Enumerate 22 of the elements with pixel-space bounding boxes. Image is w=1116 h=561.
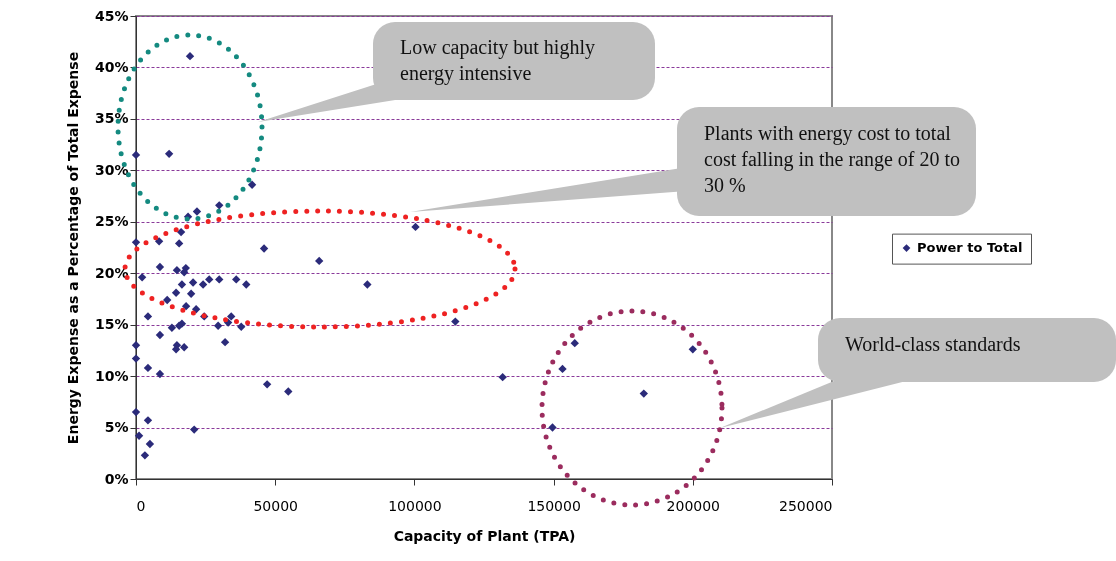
y-tick-label: 10% <box>94 367 129 384</box>
y-tick-label: 5% <box>104 419 129 436</box>
y-tick-label: 20% <box>94 264 129 281</box>
x-axis-title: Capacity of Plant (TPA) <box>393 527 576 544</box>
y-tick-label: 0% <box>104 470 129 487</box>
annotation: Low capacity but highly energy intensive <box>400 35 596 86</box>
y-tick-label: 35% <box>94 110 129 127</box>
x-tick-label: 250000 <box>779 497 833 514</box>
legend-label: Power to Total <box>917 240 1023 256</box>
x-tick-label: 150000 <box>527 497 581 514</box>
x-tick-label: 0 <box>136 497 146 514</box>
y-tick-label: 45% <box>94 7 129 24</box>
y-tick-label: 40% <box>94 58 129 75</box>
x-tick-label: 100000 <box>388 497 442 514</box>
y-tick-label: 30% <box>94 161 129 178</box>
y-axis-title: Energy Expense as a Percentage of Total Expense <box>64 51 81 445</box>
x-tick-label: 50000 <box>253 497 298 514</box>
y-tick-label: 25% <box>94 213 129 230</box>
y-tick-label: 15% <box>94 316 129 333</box>
text: World-class standards <box>845 332 1022 357</box>
x-tick-label: 200000 <box>666 497 721 514</box>
annotation: Plants with energy cost to total cost falling in the range of 20 to 30 % <box>704 121 962 198</box>
